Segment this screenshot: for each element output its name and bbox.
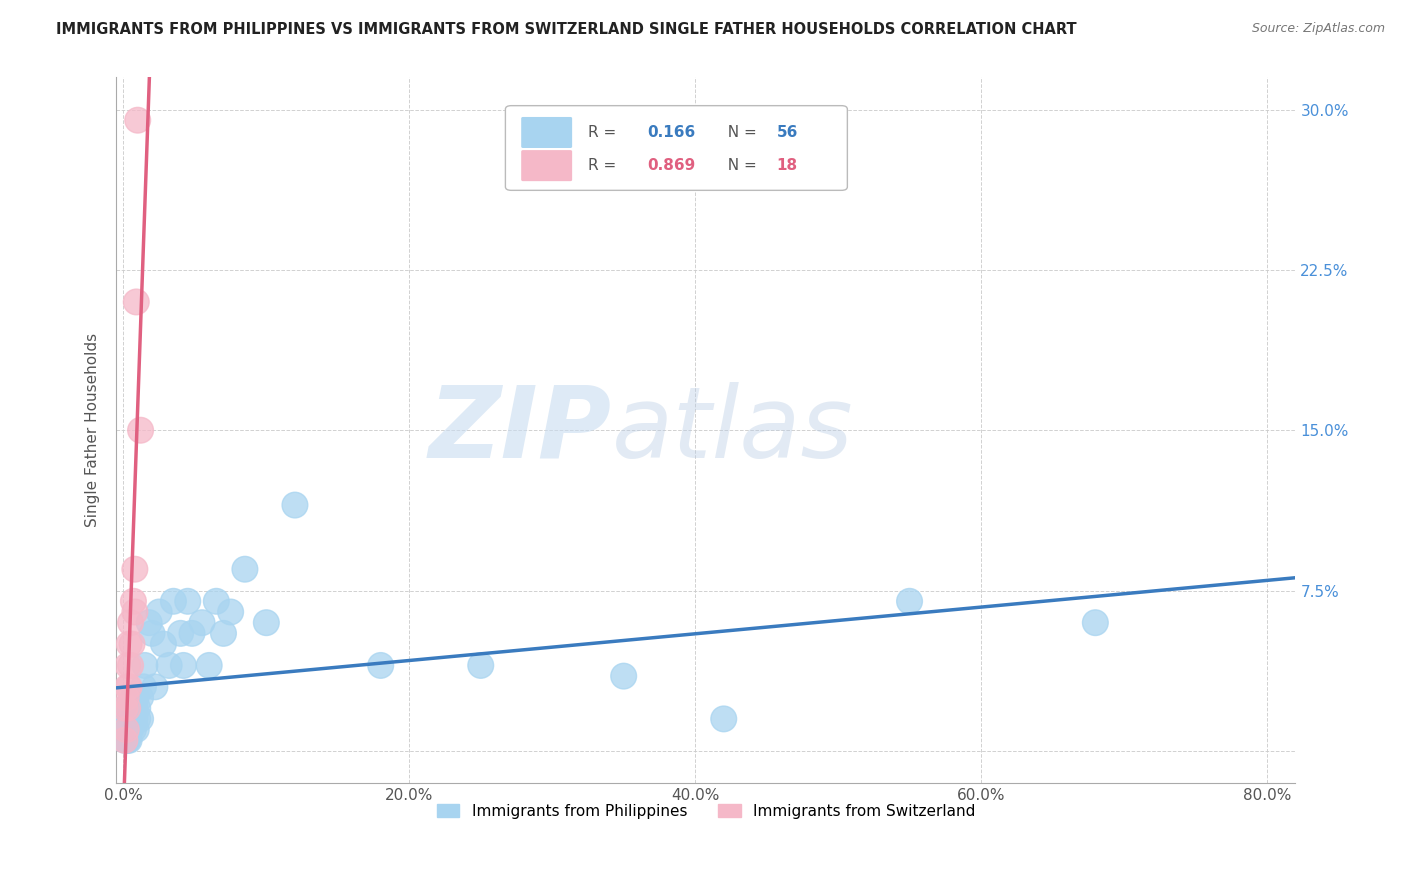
FancyBboxPatch shape <box>505 105 848 190</box>
Ellipse shape <box>120 706 145 731</box>
Ellipse shape <box>150 632 176 657</box>
FancyBboxPatch shape <box>522 118 571 147</box>
Ellipse shape <box>128 706 153 731</box>
Ellipse shape <box>136 610 162 635</box>
Ellipse shape <box>125 706 150 731</box>
Ellipse shape <box>112 728 138 753</box>
Ellipse shape <box>125 696 150 721</box>
Ellipse shape <box>142 674 167 699</box>
Y-axis label: Single Father Households: Single Father Households <box>86 334 100 527</box>
Ellipse shape <box>115 728 141 753</box>
Ellipse shape <box>118 653 143 678</box>
Ellipse shape <box>253 610 280 635</box>
Text: atlas: atlas <box>612 382 853 479</box>
Ellipse shape <box>118 706 143 731</box>
Ellipse shape <box>197 653 222 678</box>
Ellipse shape <box>468 653 494 678</box>
Ellipse shape <box>117 632 142 657</box>
Ellipse shape <box>132 653 157 678</box>
Ellipse shape <box>125 107 150 133</box>
Ellipse shape <box>112 717 138 742</box>
Ellipse shape <box>610 664 637 689</box>
Ellipse shape <box>117 706 142 731</box>
Ellipse shape <box>232 557 257 582</box>
Text: N =: N = <box>717 125 766 140</box>
Ellipse shape <box>128 417 153 443</box>
Ellipse shape <box>122 706 148 731</box>
Ellipse shape <box>124 717 149 742</box>
Ellipse shape <box>121 717 146 742</box>
Text: IMMIGRANTS FROM PHILIPPINES VS IMMIGRANTS FROM SWITZERLAND SINGLE FATHER HOUSEHO: IMMIGRANTS FROM PHILIPPINES VS IMMIGRANT… <box>56 22 1077 37</box>
Ellipse shape <box>190 610 215 635</box>
Text: N =: N = <box>717 158 766 173</box>
Legend: Immigrants from Philippines, Immigrants from Switzerland: Immigrants from Philippines, Immigrants … <box>430 797 981 825</box>
Text: 56: 56 <box>776 125 799 140</box>
Text: ZIP: ZIP <box>429 382 612 479</box>
Ellipse shape <box>118 717 143 742</box>
Ellipse shape <box>156 653 181 678</box>
Ellipse shape <box>174 589 201 614</box>
Ellipse shape <box>112 696 138 721</box>
Ellipse shape <box>112 728 138 753</box>
Ellipse shape <box>139 621 165 646</box>
Ellipse shape <box>115 653 141 678</box>
FancyBboxPatch shape <box>522 151 571 180</box>
Ellipse shape <box>1083 610 1108 635</box>
Ellipse shape <box>204 589 229 614</box>
Ellipse shape <box>124 289 149 315</box>
Ellipse shape <box>160 589 187 614</box>
Ellipse shape <box>114 685 139 710</box>
Ellipse shape <box>122 557 148 582</box>
Ellipse shape <box>122 696 148 721</box>
Text: 18: 18 <box>776 158 797 173</box>
Ellipse shape <box>897 589 922 614</box>
Ellipse shape <box>120 632 145 657</box>
Ellipse shape <box>115 717 141 742</box>
Ellipse shape <box>122 599 148 624</box>
Ellipse shape <box>115 696 141 721</box>
Ellipse shape <box>115 674 141 699</box>
Ellipse shape <box>117 674 142 699</box>
Ellipse shape <box>120 696 145 721</box>
Ellipse shape <box>121 685 146 710</box>
Ellipse shape <box>128 685 153 710</box>
Ellipse shape <box>114 717 139 742</box>
Text: 0.869: 0.869 <box>647 158 695 173</box>
Ellipse shape <box>115 696 141 721</box>
Ellipse shape <box>117 717 142 742</box>
Ellipse shape <box>118 610 143 635</box>
Ellipse shape <box>167 621 194 646</box>
Ellipse shape <box>114 717 139 742</box>
Ellipse shape <box>117 728 142 753</box>
Ellipse shape <box>368 653 394 678</box>
Ellipse shape <box>170 653 197 678</box>
Ellipse shape <box>124 685 149 710</box>
Ellipse shape <box>211 621 236 646</box>
Ellipse shape <box>118 696 143 721</box>
Text: Source: ZipAtlas.com: Source: ZipAtlas.com <box>1251 22 1385 36</box>
Ellipse shape <box>115 706 141 731</box>
Ellipse shape <box>114 728 139 753</box>
Text: R =: R = <box>588 125 626 140</box>
Ellipse shape <box>146 599 172 624</box>
Ellipse shape <box>711 706 737 731</box>
Ellipse shape <box>283 492 308 518</box>
Ellipse shape <box>114 706 139 731</box>
Text: 0.166: 0.166 <box>647 125 695 140</box>
Text: R =: R = <box>588 158 626 173</box>
Ellipse shape <box>179 621 205 646</box>
Ellipse shape <box>121 589 146 614</box>
Ellipse shape <box>112 696 138 721</box>
Ellipse shape <box>218 599 243 624</box>
Ellipse shape <box>114 696 139 721</box>
Ellipse shape <box>131 674 156 699</box>
